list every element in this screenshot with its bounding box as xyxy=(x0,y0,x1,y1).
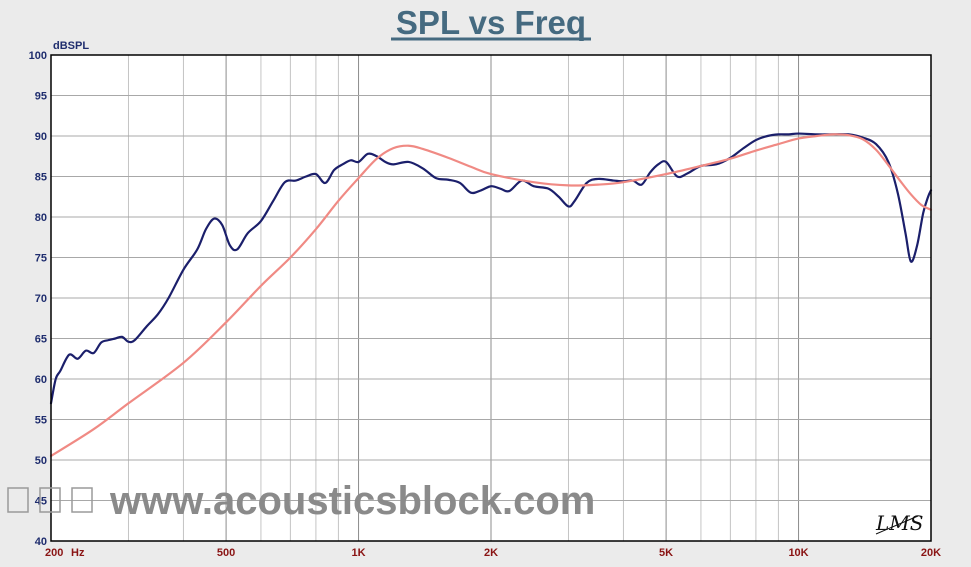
x-tick-label: 5K xyxy=(659,547,673,559)
y-tick-label: 40 xyxy=(35,536,47,548)
y-tick-label: 90 xyxy=(35,131,47,143)
watermark-box-1 xyxy=(7,487,29,513)
series-lines xyxy=(49,132,933,458)
x-tick-label: 10K xyxy=(788,547,808,559)
y-tick-label: 100 xyxy=(29,50,47,62)
y-tick-label: 55 xyxy=(35,415,47,427)
x-axis-unit: Hz xyxy=(71,547,85,559)
lms-logo-mark xyxy=(875,515,919,535)
x-tick-label: 200 xyxy=(45,547,63,559)
watermark-text: www.acousticsblock.com xyxy=(109,479,595,523)
y-tick-label: 85 xyxy=(35,172,47,184)
x-tick-labels: 200 500 1K 2K 5K 10K 20K xyxy=(45,547,941,559)
y-tick-labels: 40 45 50 55 60 65 70 75 80 85 90 95 100 xyxy=(29,50,47,548)
y-tick-label: 80 xyxy=(35,212,47,224)
chart-title: SPL vs Freq xyxy=(396,4,586,41)
y-axis-unit: dBSPL xyxy=(53,40,89,52)
watermark-box-2 xyxy=(39,487,61,513)
major-gridlines xyxy=(51,55,931,541)
x-tick-label: 500 xyxy=(217,547,235,559)
y-tick-label: 50 xyxy=(35,455,47,467)
watermark-box-3 xyxy=(71,487,93,513)
plot-border xyxy=(50,54,932,542)
measured-spl-line xyxy=(49,132,933,405)
x-tick-label: 2K xyxy=(484,547,498,559)
y-tick-label: 45 xyxy=(35,496,47,508)
x-tick-label: 1K xyxy=(352,547,366,559)
y-tick-label: 60 xyxy=(35,374,47,386)
y-tick-label: 75 xyxy=(35,253,47,265)
y-tick-label: 70 xyxy=(35,293,47,305)
y-tick-label: 95 xyxy=(35,91,47,103)
x-tick-label: 20K xyxy=(921,547,941,559)
y-tick-label: 65 xyxy=(35,334,47,346)
smoothed-spl-line xyxy=(49,133,933,458)
